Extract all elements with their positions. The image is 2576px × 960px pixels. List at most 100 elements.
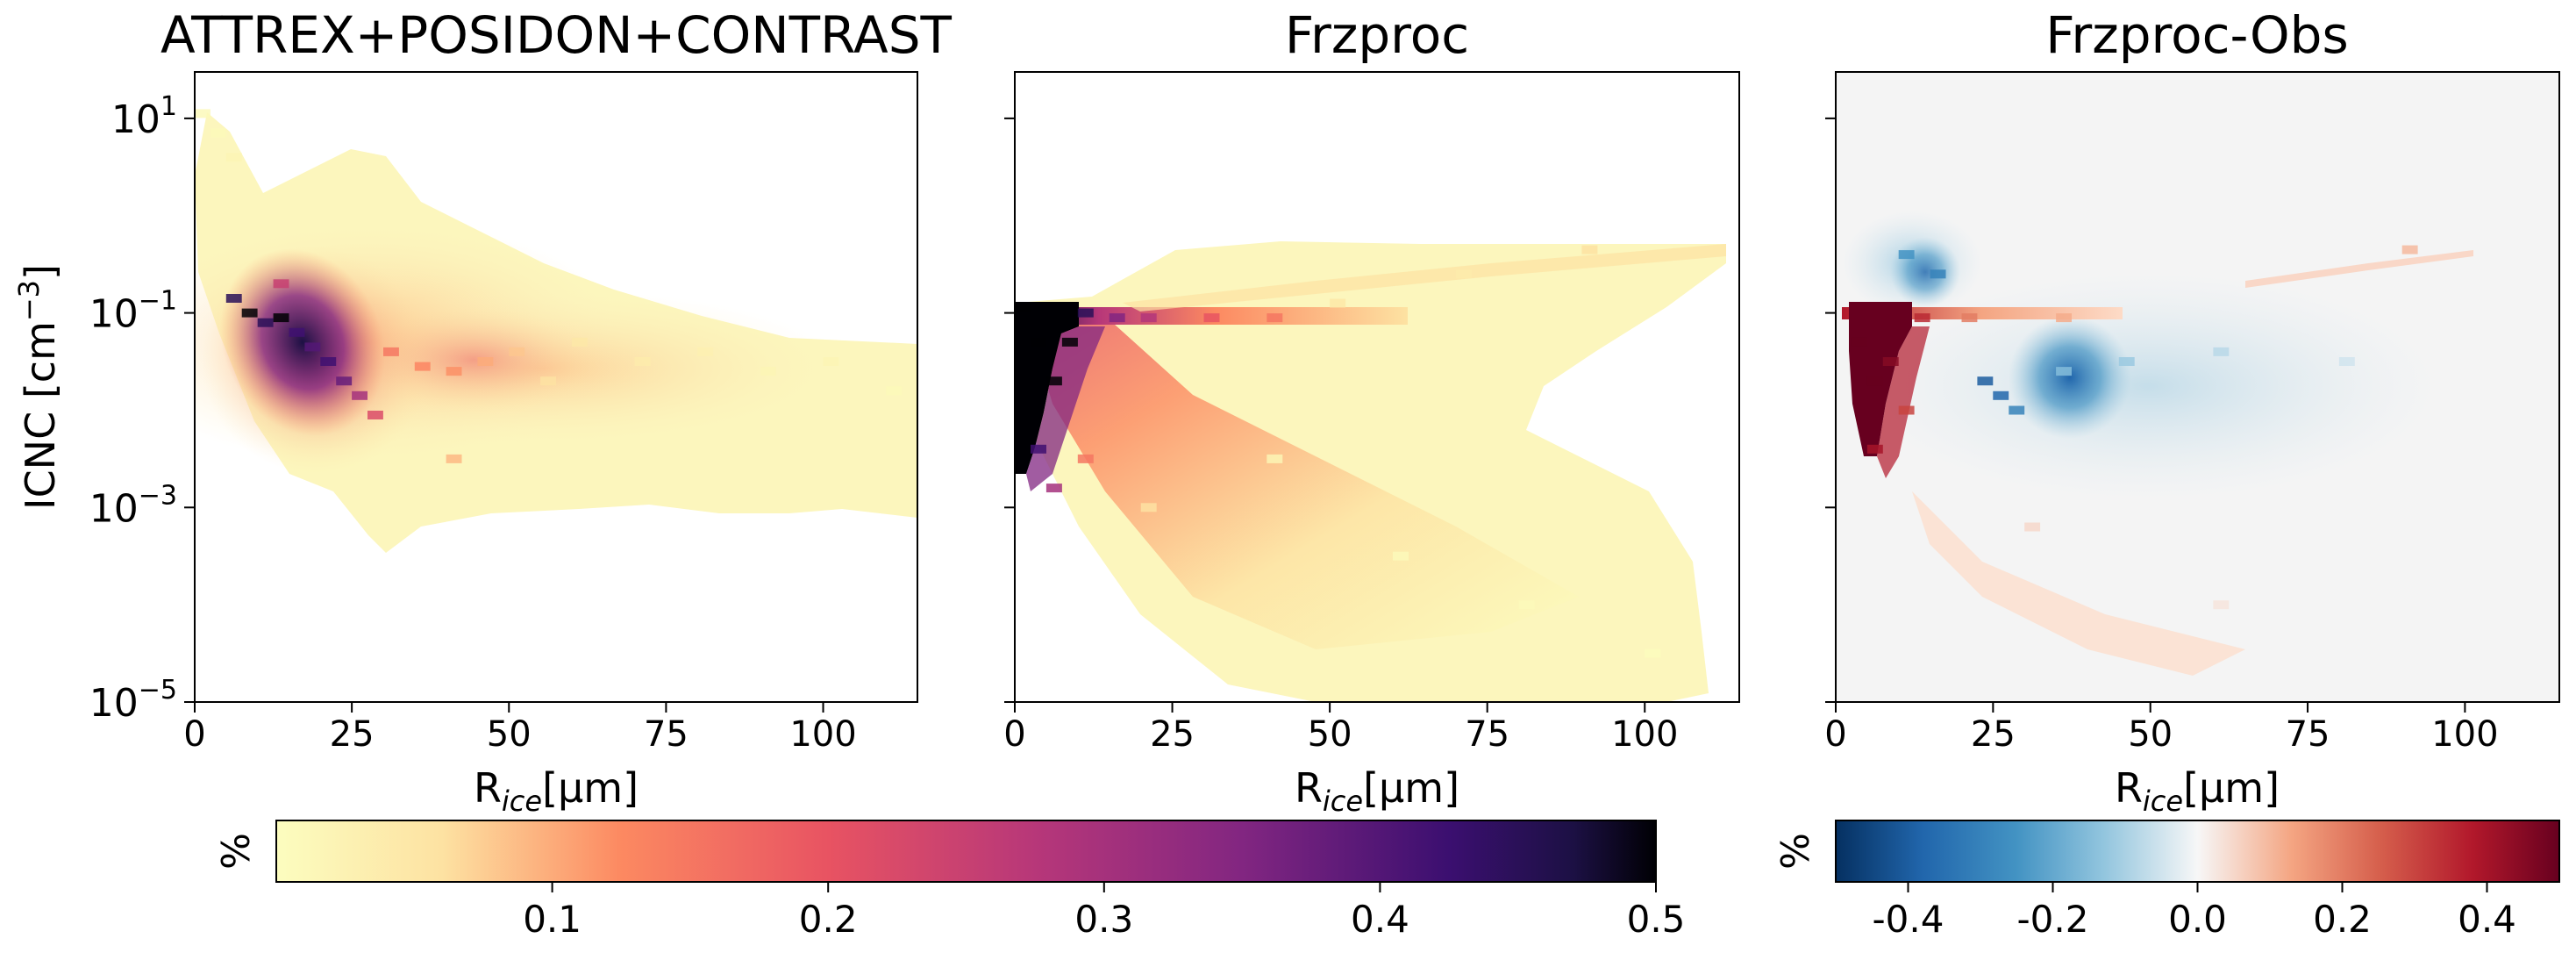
x-tick-label: 25: [330, 714, 375, 755]
diff-red-fan: [1912, 491, 2245, 676]
colorbar-tick-label: -0.2: [2017, 898, 2089, 941]
heatmap-cell: [1645, 648, 1661, 658]
heatmap-cell: [2338, 357, 2355, 366]
heatmap-cell: [289, 327, 305, 337]
heatmap-cell: [1898, 405, 1915, 415]
heatmap-cell: [1393, 551, 1409, 561]
heatmap-cell: [571, 337, 588, 347]
obs-cells: [195, 109, 903, 463]
heatmap-cell: [1851, 337, 1867, 347]
y-tick-label: 10−5: [89, 675, 177, 726]
x-tick-label: 100: [2431, 714, 2498, 755]
x-tick-label: 75: [644, 714, 689, 755]
heatmap-cell: [352, 390, 367, 400]
x-tick-label: 75: [1465, 714, 1509, 755]
obs-blob-core: [220, 248, 385, 436]
heatmap-cell: [760, 367, 776, 376]
colorbar-ticks: 0.1 0.2 0.3 0.4 0.5 -0.4 -0.2 0.0 0.2 0.4: [523, 882, 2516, 941]
heatmap-cell: [1977, 376, 1994, 386]
x-axis-label-difference: Rice[µm]: [2115, 764, 2280, 818]
x-tick-label: 25: [1971, 714, 2016, 755]
heatmap-cell: [1882, 357, 1899, 366]
heatmap-cell: [886, 386, 903, 396]
x-tick-label: 0: [1003, 714, 1025, 755]
x-tick-label: 50: [487, 714, 532, 755]
heatmap-cell: [1015, 304, 1031, 313]
axes-frame-observations: [194, 71, 918, 703]
heatmap-cell: [823, 357, 839, 366]
heatmap-cell: [1031, 337, 1046, 347]
panel-difference: [1836, 72, 2559, 702]
colorbar-tick-label: 0.2: [2313, 898, 2372, 941]
colorbar-rdbu: [1835, 820, 2560, 883]
panel-observations: [195, 112, 917, 553]
heatmap-cell: [195, 109, 211, 118]
heatmap-cell: [210, 128, 226, 138]
axes-frame-difference: [1835, 71, 2560, 703]
x-tick-label: 0: [183, 714, 205, 755]
x-axis-label-observations: Rice[µm]: [474, 764, 639, 818]
heatmap-cell: [1914, 313, 1930, 323]
heatmap-cell: [540, 376, 556, 386]
heatmap-cell: [1077, 308, 1094, 318]
x-tick-label: 50: [2128, 714, 2173, 755]
heatmap-cell: [1031, 444, 1046, 454]
heatmap-cell: [273, 313, 289, 323]
heatmap-cell: [634, 357, 651, 366]
x-tick-label: 0: [1824, 714, 1846, 755]
heatmap-cell: [1961, 313, 1978, 323]
x-tick-label: 100: [789, 714, 856, 755]
heatmap-cell: [1045, 376, 1062, 386]
colorbar-tick-label: 0.0: [2168, 898, 2227, 941]
colorbar-magma-label: %: [214, 833, 259, 870]
heatmap-cell: [225, 294, 242, 303]
y-axis-label: ICNC [cm−3]: [12, 264, 64, 510]
heatmap-cell: [1045, 484, 1062, 493]
x-tick-label: 100: [1611, 714, 1678, 755]
heatmap-cell: [1140, 313, 1157, 323]
diff-blue-core: [2009, 316, 2131, 439]
x-tick-label: 75: [2286, 714, 2330, 755]
colorbar-tick-label: 0.3: [1074, 898, 1133, 941]
frz-fan: [1026, 316, 1579, 649]
heatmap-cell: [2024, 522, 2041, 532]
diff-blue-haze: [1859, 272, 2438, 500]
heatmap-cell: [477, 357, 494, 366]
heatmap-cell: [1267, 313, 1283, 323]
heatmap-cell: [1898, 250, 1915, 260]
diff-upper-red-band: [2245, 250, 2473, 288]
heatmap-cell: [1109, 313, 1125, 323]
axes-frame-frzproc: [1014, 71, 1740, 703]
heatmap-cell: [1330, 298, 1346, 308]
heatmap-cell: [273, 279, 289, 289]
heatmap-cell: [383, 347, 399, 356]
y-tick-label: 101: [111, 91, 177, 142]
x-axis-label-frzproc: Rice[µm]: [1295, 764, 1459, 818]
heatmap-cell: [304, 342, 321, 352]
heatmap-cell: [446, 367, 462, 376]
heatmap-cell: [446, 454, 462, 463]
heatmap-cell: [1866, 376, 1883, 386]
heatmap-cell: [1455, 269, 1472, 279]
heatmap-cell: [1518, 600, 1535, 610]
heatmap-cell: [1077, 454, 1094, 463]
colorbar-tick-label: 0.1: [523, 898, 582, 941]
colorbar-tick-label: -0.4: [1873, 898, 1944, 941]
colorbar-rdbu-label: %: [1773, 833, 1818, 870]
heatmap-cell: [320, 357, 337, 366]
heatmap-cell: [1061, 337, 1078, 347]
heatmap-cell: [1203, 313, 1220, 323]
y-tick-label: 10−1: [89, 286, 177, 337]
heatmap-cell: [225, 153, 242, 162]
diff-blue-core-upper: [1890, 237, 1960, 307]
frz-cells: [1015, 245, 1661, 658]
heatmap-cell: [2118, 357, 2135, 366]
heatmap-cell: [257, 318, 274, 327]
panel-title-difference: Frzproc-Obs: [2045, 5, 2348, 65]
heatmap-cell: [336, 376, 353, 386]
heatmap-cell: [2213, 600, 2230, 610]
diff-cells: [1851, 245, 2418, 610]
x-tick-label: 50: [1308, 714, 1352, 755]
